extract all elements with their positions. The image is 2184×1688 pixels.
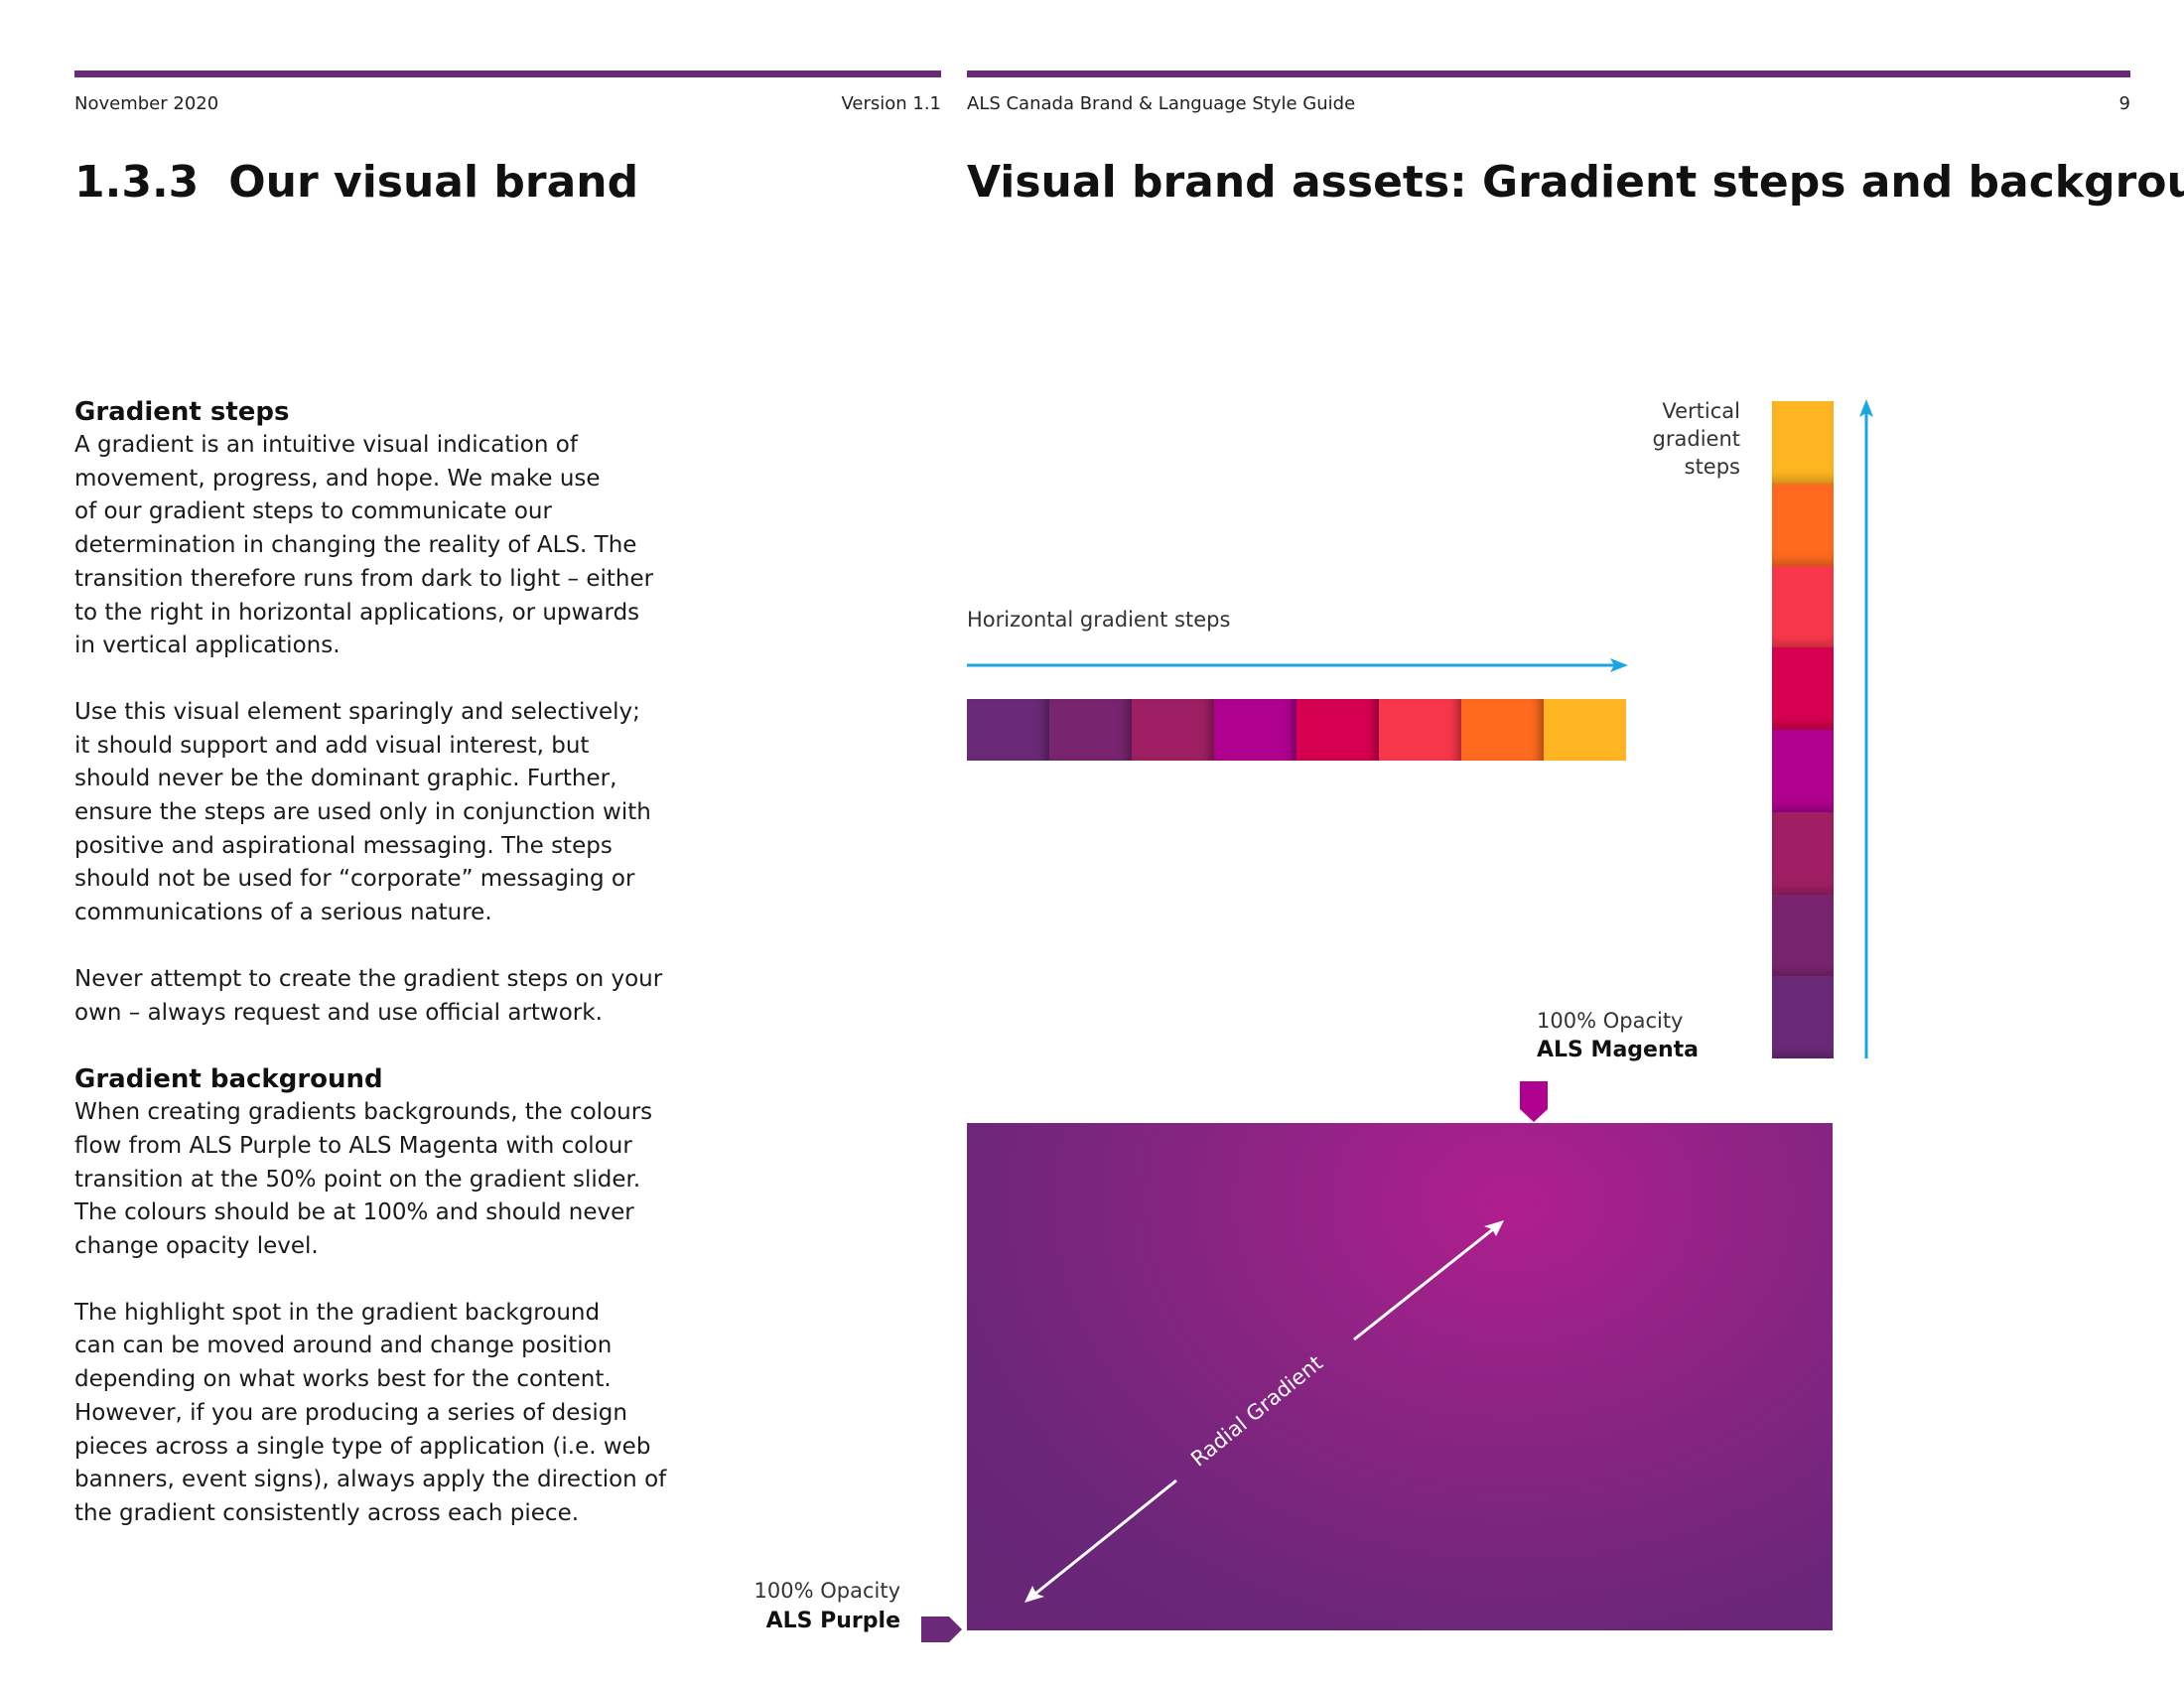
body-text-line: ensure the steps are used only in conjun… bbox=[74, 799, 651, 826]
body-text-line: The colours should be at 100% and should… bbox=[74, 1199, 634, 1226]
horizontal-gradient-steps bbox=[967, 699, 1626, 761]
arrow-head-icon bbox=[1484, 1220, 1504, 1236]
body-text-line: own – always request and use official ar… bbox=[74, 999, 603, 1026]
body-text-line: the gradient consistently across each pi… bbox=[74, 1499, 580, 1526]
gradient-step bbox=[1297, 699, 1379, 761]
body-text-line: When creating gradients backgrounds, the… bbox=[74, 1099, 653, 1126]
gradient-step bbox=[1772, 894, 1834, 977]
body-paragraph: The highlight spot in the gradient backg… bbox=[74, 1297, 670, 1531]
gradient-step bbox=[1214, 699, 1297, 761]
gradient-step bbox=[1772, 976, 1834, 1058]
body-paragraph: A gradient is an intuitive visual indica… bbox=[74, 429, 670, 663]
gradient-step bbox=[1379, 699, 1461, 761]
body-text-line: should never be the dominant graphic. Fu… bbox=[74, 766, 617, 792]
gradient-step bbox=[1772, 401, 1834, 484]
body-column: Gradient steps A gradient is an intuitiv… bbox=[74, 395, 670, 1564]
arrow-head-icon bbox=[1024, 1586, 1044, 1603]
body-text-line: should not be used for “corporate” messa… bbox=[74, 866, 635, 893]
body-text-line: Never attempt to create the gradient ste… bbox=[74, 965, 663, 992]
header-guide-title: ALS Canada Brand & Language Style Guide bbox=[967, 93, 1356, 114]
gradient-step bbox=[1544, 699, 1626, 761]
body-text-line: determination in changing the reality of… bbox=[74, 532, 637, 559]
body-paragraph: When creating gradients backgrounds, the… bbox=[74, 1096, 670, 1264]
header-version: Version 1.1 bbox=[841, 93, 941, 114]
gradient-step bbox=[1132, 699, 1214, 761]
body-text-line: change opacity level. bbox=[74, 1233, 319, 1260]
body-text-line: pieces across a single type of applicati… bbox=[74, 1433, 651, 1460]
body-text-line: banners, event signs), always apply the … bbox=[74, 1467, 667, 1493]
header-date: November 2020 bbox=[74, 93, 219, 114]
body-paragraph: Never attempt to create the gradient ste… bbox=[74, 963, 670, 1030]
vertical-arrow-icon bbox=[1859, 399, 1873, 1058]
body-text-line: movement, progress, and hope. We make us… bbox=[74, 465, 601, 492]
body-text-line: flow from ALS Purple to ALS Magenta with… bbox=[74, 1132, 632, 1159]
section-title: 1.3.3 Our visual brand bbox=[74, 157, 638, 208]
gradient-step bbox=[1772, 647, 1834, 730]
horizontal-arrow-icon bbox=[967, 658, 1628, 672]
vertical-steps-label: Vertical gradient steps bbox=[1653, 397, 1740, 481]
body-text-line: transition at the 50% point on the gradi… bbox=[74, 1166, 641, 1193]
gradient-background-heading: Gradient background bbox=[74, 1064, 383, 1095]
vertical-label-line: steps bbox=[1684, 455, 1740, 479]
body-text-line: in vertical applications. bbox=[74, 633, 341, 659]
page-title: Visual brand assets: Gradient steps and … bbox=[967, 157, 2184, 208]
body-text-line: it should support and add visual interes… bbox=[74, 732, 590, 759]
body-text-line: to the right in horizontal applications,… bbox=[74, 599, 640, 626]
gradient-steps-heading: Gradient steps bbox=[74, 397, 290, 427]
purple-opacity-label: 100% Opacity bbox=[753, 1579, 900, 1603]
section-title-text: Our visual brand bbox=[228, 157, 639, 208]
body-text-line: of our gradient steps to communicate our bbox=[74, 498, 552, 525]
vertical-label-line: Vertical bbox=[1662, 399, 1740, 423]
body-text-line: communications of a serious nature. bbox=[74, 900, 492, 926]
magenta-marker-icon bbox=[1520, 1081, 1548, 1122]
right-header-rule bbox=[967, 70, 2130, 77]
body-text-line: transition therefore runs from dark to l… bbox=[74, 565, 654, 592]
gradient-step bbox=[1772, 730, 1834, 812]
body-paragraph: Use this visual element sparingly and se… bbox=[74, 696, 670, 930]
body-text-line: The highlight spot in the gradient backg… bbox=[74, 1299, 601, 1326]
gradient-step bbox=[1772, 565, 1834, 648]
section-number: 1.3.3 bbox=[74, 157, 200, 208]
gradient-step bbox=[1049, 699, 1132, 761]
body-text-line: can can be moved around and change posit… bbox=[74, 1333, 613, 1359]
gradient-step bbox=[967, 699, 1049, 761]
purple-name-label: ALS Purple bbox=[765, 1609, 900, 1633]
horizontal-steps-label: Horizontal gradient steps bbox=[967, 608, 1231, 632]
vertical-gradient-steps bbox=[1772, 401, 1834, 1058]
gradient-step bbox=[1772, 483, 1834, 566]
radial-gradient-background: Radial Gradient bbox=[967, 1123, 1833, 1630]
left-header-rule bbox=[74, 70, 941, 77]
page-number: 9 bbox=[2118, 93, 2130, 114]
body-text-line: Use this visual element sparingly and se… bbox=[74, 698, 640, 725]
magenta-opacity-label: 100% Opacity bbox=[1537, 1009, 1684, 1033]
body-text-line: positive and aspirational messaging. The… bbox=[74, 832, 613, 859]
radial-direction-arrows bbox=[1024, 1220, 1504, 1603]
magenta-name-label: ALS Magenta bbox=[1537, 1038, 1699, 1062]
gradient-step bbox=[1772, 811, 1834, 895]
purple-marker-icon bbox=[921, 1617, 962, 1642]
body-text-line: depending on what works best for the con… bbox=[74, 1366, 612, 1393]
body-text-line: However, if you are producing a series o… bbox=[74, 1399, 627, 1426]
gradient-step bbox=[1461, 699, 1544, 761]
body-text-line: A gradient is an intuitive visual indica… bbox=[74, 432, 578, 458]
vertical-label-line: gradient bbox=[1652, 427, 1740, 451]
